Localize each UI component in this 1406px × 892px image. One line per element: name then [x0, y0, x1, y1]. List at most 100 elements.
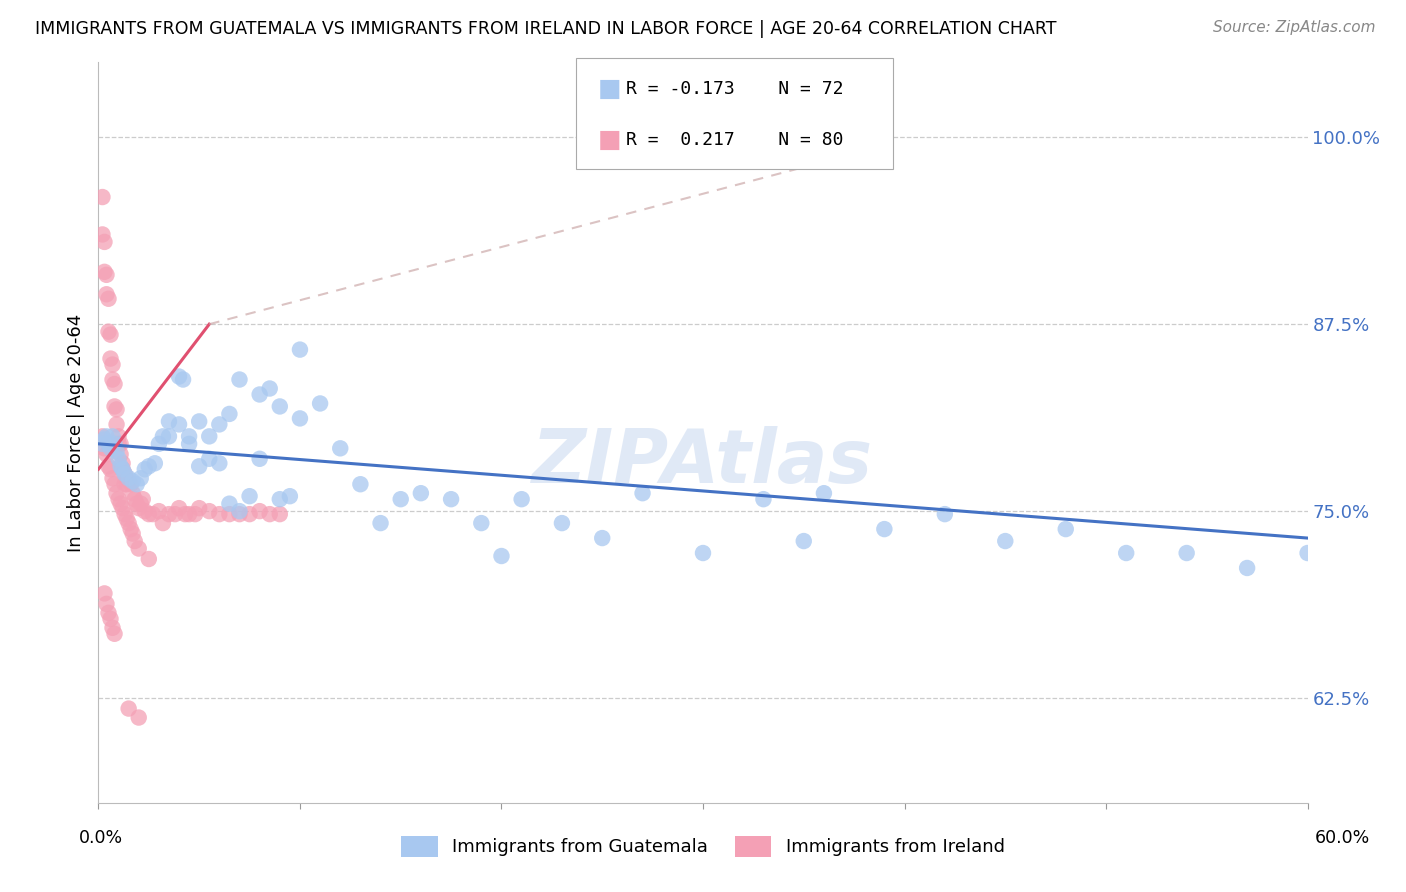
Point	[91, 429, 114, 443]
Point	[249, 451, 271, 466]
Point	[208, 456, 231, 470]
Point	[91, 227, 114, 242]
Point	[172, 372, 194, 386]
Point	[148, 504, 170, 518]
Point	[157, 414, 180, 428]
Point	[107, 451, 129, 466]
Point	[111, 462, 134, 476]
Point	[114, 477, 136, 491]
Point	[409, 486, 432, 500]
Point	[218, 497, 240, 511]
Point	[114, 507, 136, 521]
Text: Source: ZipAtlas.com: Source: ZipAtlas.com	[1212, 20, 1375, 35]
Point	[128, 710, 150, 724]
Point	[157, 429, 180, 443]
Point	[174, 507, 197, 521]
Point	[752, 492, 775, 507]
Point	[142, 507, 165, 521]
Point	[591, 531, 613, 545]
Point	[198, 504, 221, 518]
Point	[101, 621, 124, 635]
Point	[128, 501, 150, 516]
Point	[249, 387, 271, 401]
Point	[118, 701, 141, 715]
Point	[228, 372, 250, 386]
Point	[138, 507, 160, 521]
Point	[100, 462, 122, 476]
Point	[349, 477, 371, 491]
Point	[96, 268, 118, 282]
Point	[100, 442, 122, 456]
Point	[259, 382, 281, 396]
Text: 60.0%: 60.0%	[1315, 830, 1371, 847]
Point	[96, 447, 118, 461]
Legend: Immigrants from Guatemala, Immigrants from Ireland: Immigrants from Guatemala, Immigrants fr…	[394, 829, 1012, 864]
Point	[198, 451, 221, 466]
Point	[111, 462, 134, 476]
Point	[228, 507, 250, 521]
Point	[288, 411, 311, 425]
Point	[96, 429, 118, 443]
Point	[124, 492, 146, 507]
Point	[329, 442, 352, 456]
Point	[118, 474, 141, 488]
Y-axis label: In Labor Force | Age 20-64: In Labor Force | Age 20-64	[66, 313, 84, 552]
Point	[121, 474, 143, 488]
Point	[105, 417, 128, 432]
Point	[107, 492, 129, 507]
Point	[120, 477, 142, 491]
Point	[125, 477, 148, 491]
Point	[239, 489, 262, 503]
Point	[389, 492, 412, 507]
Point	[188, 414, 211, 428]
Text: ■: ■	[598, 78, 621, 101]
Point	[110, 437, 132, 451]
Point	[114, 467, 136, 481]
Text: IMMIGRANTS FROM GUATEMALA VS IMMIGRANTS FROM IRELAND IN LABOR FORCE | AGE 20-64 : IMMIGRANTS FROM GUATEMALA VS IMMIGRANTS …	[35, 20, 1057, 37]
Point	[167, 417, 190, 432]
Point	[239, 507, 262, 521]
Point	[934, 507, 956, 521]
Point	[631, 486, 654, 500]
Point	[101, 429, 124, 443]
Text: R =  0.217    N = 80: R = 0.217 N = 80	[626, 131, 844, 149]
Point	[188, 459, 211, 474]
Point	[138, 552, 160, 566]
Point	[179, 507, 201, 521]
Point	[440, 492, 463, 507]
Point	[107, 437, 129, 451]
Point	[115, 477, 138, 491]
Point	[551, 516, 574, 530]
Point	[96, 287, 118, 301]
Point	[163, 507, 186, 521]
Point	[97, 606, 120, 620]
Point	[269, 507, 291, 521]
Text: ■: ■	[598, 128, 621, 152]
Point	[100, 327, 122, 342]
Point	[110, 459, 132, 474]
Text: R = -0.173    N = 72: R = -0.173 N = 72	[626, 80, 844, 98]
Point	[118, 471, 141, 485]
Point	[188, 501, 211, 516]
Point	[101, 358, 124, 372]
Point	[813, 486, 835, 500]
Point	[198, 429, 221, 443]
Point	[470, 516, 492, 530]
Point	[1236, 561, 1258, 575]
Point	[491, 549, 513, 563]
Point	[93, 235, 115, 249]
Point	[121, 486, 143, 500]
Point	[103, 377, 125, 392]
Point	[124, 534, 146, 549]
Point	[129, 471, 152, 485]
Point	[105, 402, 128, 417]
Point	[118, 516, 141, 530]
Point	[208, 417, 231, 432]
Point	[91, 190, 114, 204]
Point	[793, 534, 815, 549]
Point	[278, 489, 301, 503]
Point	[103, 400, 125, 414]
Point	[994, 534, 1017, 549]
Point	[91, 437, 114, 451]
Point	[93, 433, 115, 447]
